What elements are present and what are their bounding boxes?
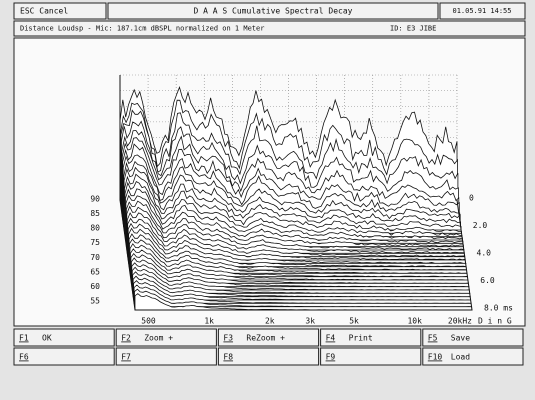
button[interactable] <box>422 347 524 366</box>
cancel[interactable]: ESC Cancel <box>20 7 68 16</box>
date-box <box>439 2 526 20</box>
time-label: 6.0 <box>480 276 495 285</box>
button-label[interactable]: Save <box>451 334 470 343</box>
y-tick-label: 70 <box>90 253 100 262</box>
plot: 90 85 80 75 70 65 60 55 500 1k 2k 3k 5k 10k 20kHz D i n… <box>90 74 513 326</box>
decay-slice <box>134 288 473 308</box>
decay-slice <box>127 217 466 258</box>
x-tick-label: 500 <box>141 317 156 326</box>
y-tick-label: 75 <box>90 238 100 247</box>
cancel-box[interactable] <box>13 2 107 20</box>
button-key[interactable]: F5 <box>428 334 438 343</box>
button[interactable] <box>13 328 115 347</box>
x-note: D i n G <box>478 317 512 326</box>
button-label[interactable]: Print <box>349 334 373 343</box>
button-key[interactable]: F7 <box>121 353 131 362</box>
y-tick-label: 80 <box>90 224 100 233</box>
x-tick-label: 5k <box>349 317 359 326</box>
button-label[interactable]: Zoom + <box>144 334 173 343</box>
time-label: 4.0 <box>477 249 492 258</box>
button-key[interactable]: F6 <box>19 353 29 362</box>
y-tick-label: 60 <box>90 282 100 291</box>
axis-frame <box>119 75 473 311</box>
button-key[interactable]: F9 <box>326 353 336 362</box>
button-label[interactable]: ReZoom + <box>246 334 285 343</box>
info-id: ID: E3 JIBE <box>390 25 436 33</box>
button-key[interactable]: F8 <box>223 353 233 362</box>
decay-slice <box>126 212 465 254</box>
button[interactable] <box>115 328 217 347</box>
button-label[interactable]: Load <box>451 353 470 362</box>
x-tick-label: 3k <box>305 317 315 326</box>
title-box <box>107 2 439 20</box>
button-key[interactable]: F3 <box>223 334 233 343</box>
info-text: Distance Loudsp - Mic: 187.1cm dBSPL nor… <box>20 25 264 33</box>
button[interactable] <box>422 328 524 347</box>
x-tick-label: 20kHz <box>448 317 472 326</box>
y-tick-label: 90 <box>90 195 100 204</box>
info-box <box>13 20 526 37</box>
decay-slice <box>126 205 465 251</box>
button-key[interactable]: F4 <box>326 334 336 343</box>
y-tick-label: 65 <box>90 267 100 276</box>
decay-slice <box>128 227 467 264</box>
button[interactable] <box>13 347 115 366</box>
button-key[interactable]: F10 <box>428 353 443 362</box>
y-tick-label: 55 <box>90 297 100 306</box>
time-label: 0 <box>469 194 474 203</box>
buttons: F1 OK F2 Zoom + F3 ReZoom + F4 Print F5 Save F6 F7 F… <box>13 328 524 366</box>
x-tick-label: 1k <box>204 317 214 326</box>
datetime: 01.05.91 14:55 <box>452 7 511 15</box>
x-tick-label: 10k <box>407 317 422 326</box>
time-label: 2.0 <box>473 221 488 230</box>
button[interactable] <box>320 347 422 366</box>
button[interactable] <box>320 328 422 347</box>
title: D A A S Cumulative Spectral Decay <box>194 7 353 16</box>
button[interactable] <box>217 347 320 366</box>
button[interactable] <box>217 328 320 347</box>
button-label[interactable]: OK <box>42 334 52 343</box>
x-tick-label: 2k <box>265 317 275 326</box>
button-key[interactable]: F1 <box>19 334 29 343</box>
y-tick-label: 85 <box>90 209 100 218</box>
time-label: 8.0 ms <box>484 304 513 313</box>
button[interactable] <box>115 347 217 366</box>
decay-slice <box>127 222 466 261</box>
button-key[interactable]: F2 <box>121 334 131 343</box>
